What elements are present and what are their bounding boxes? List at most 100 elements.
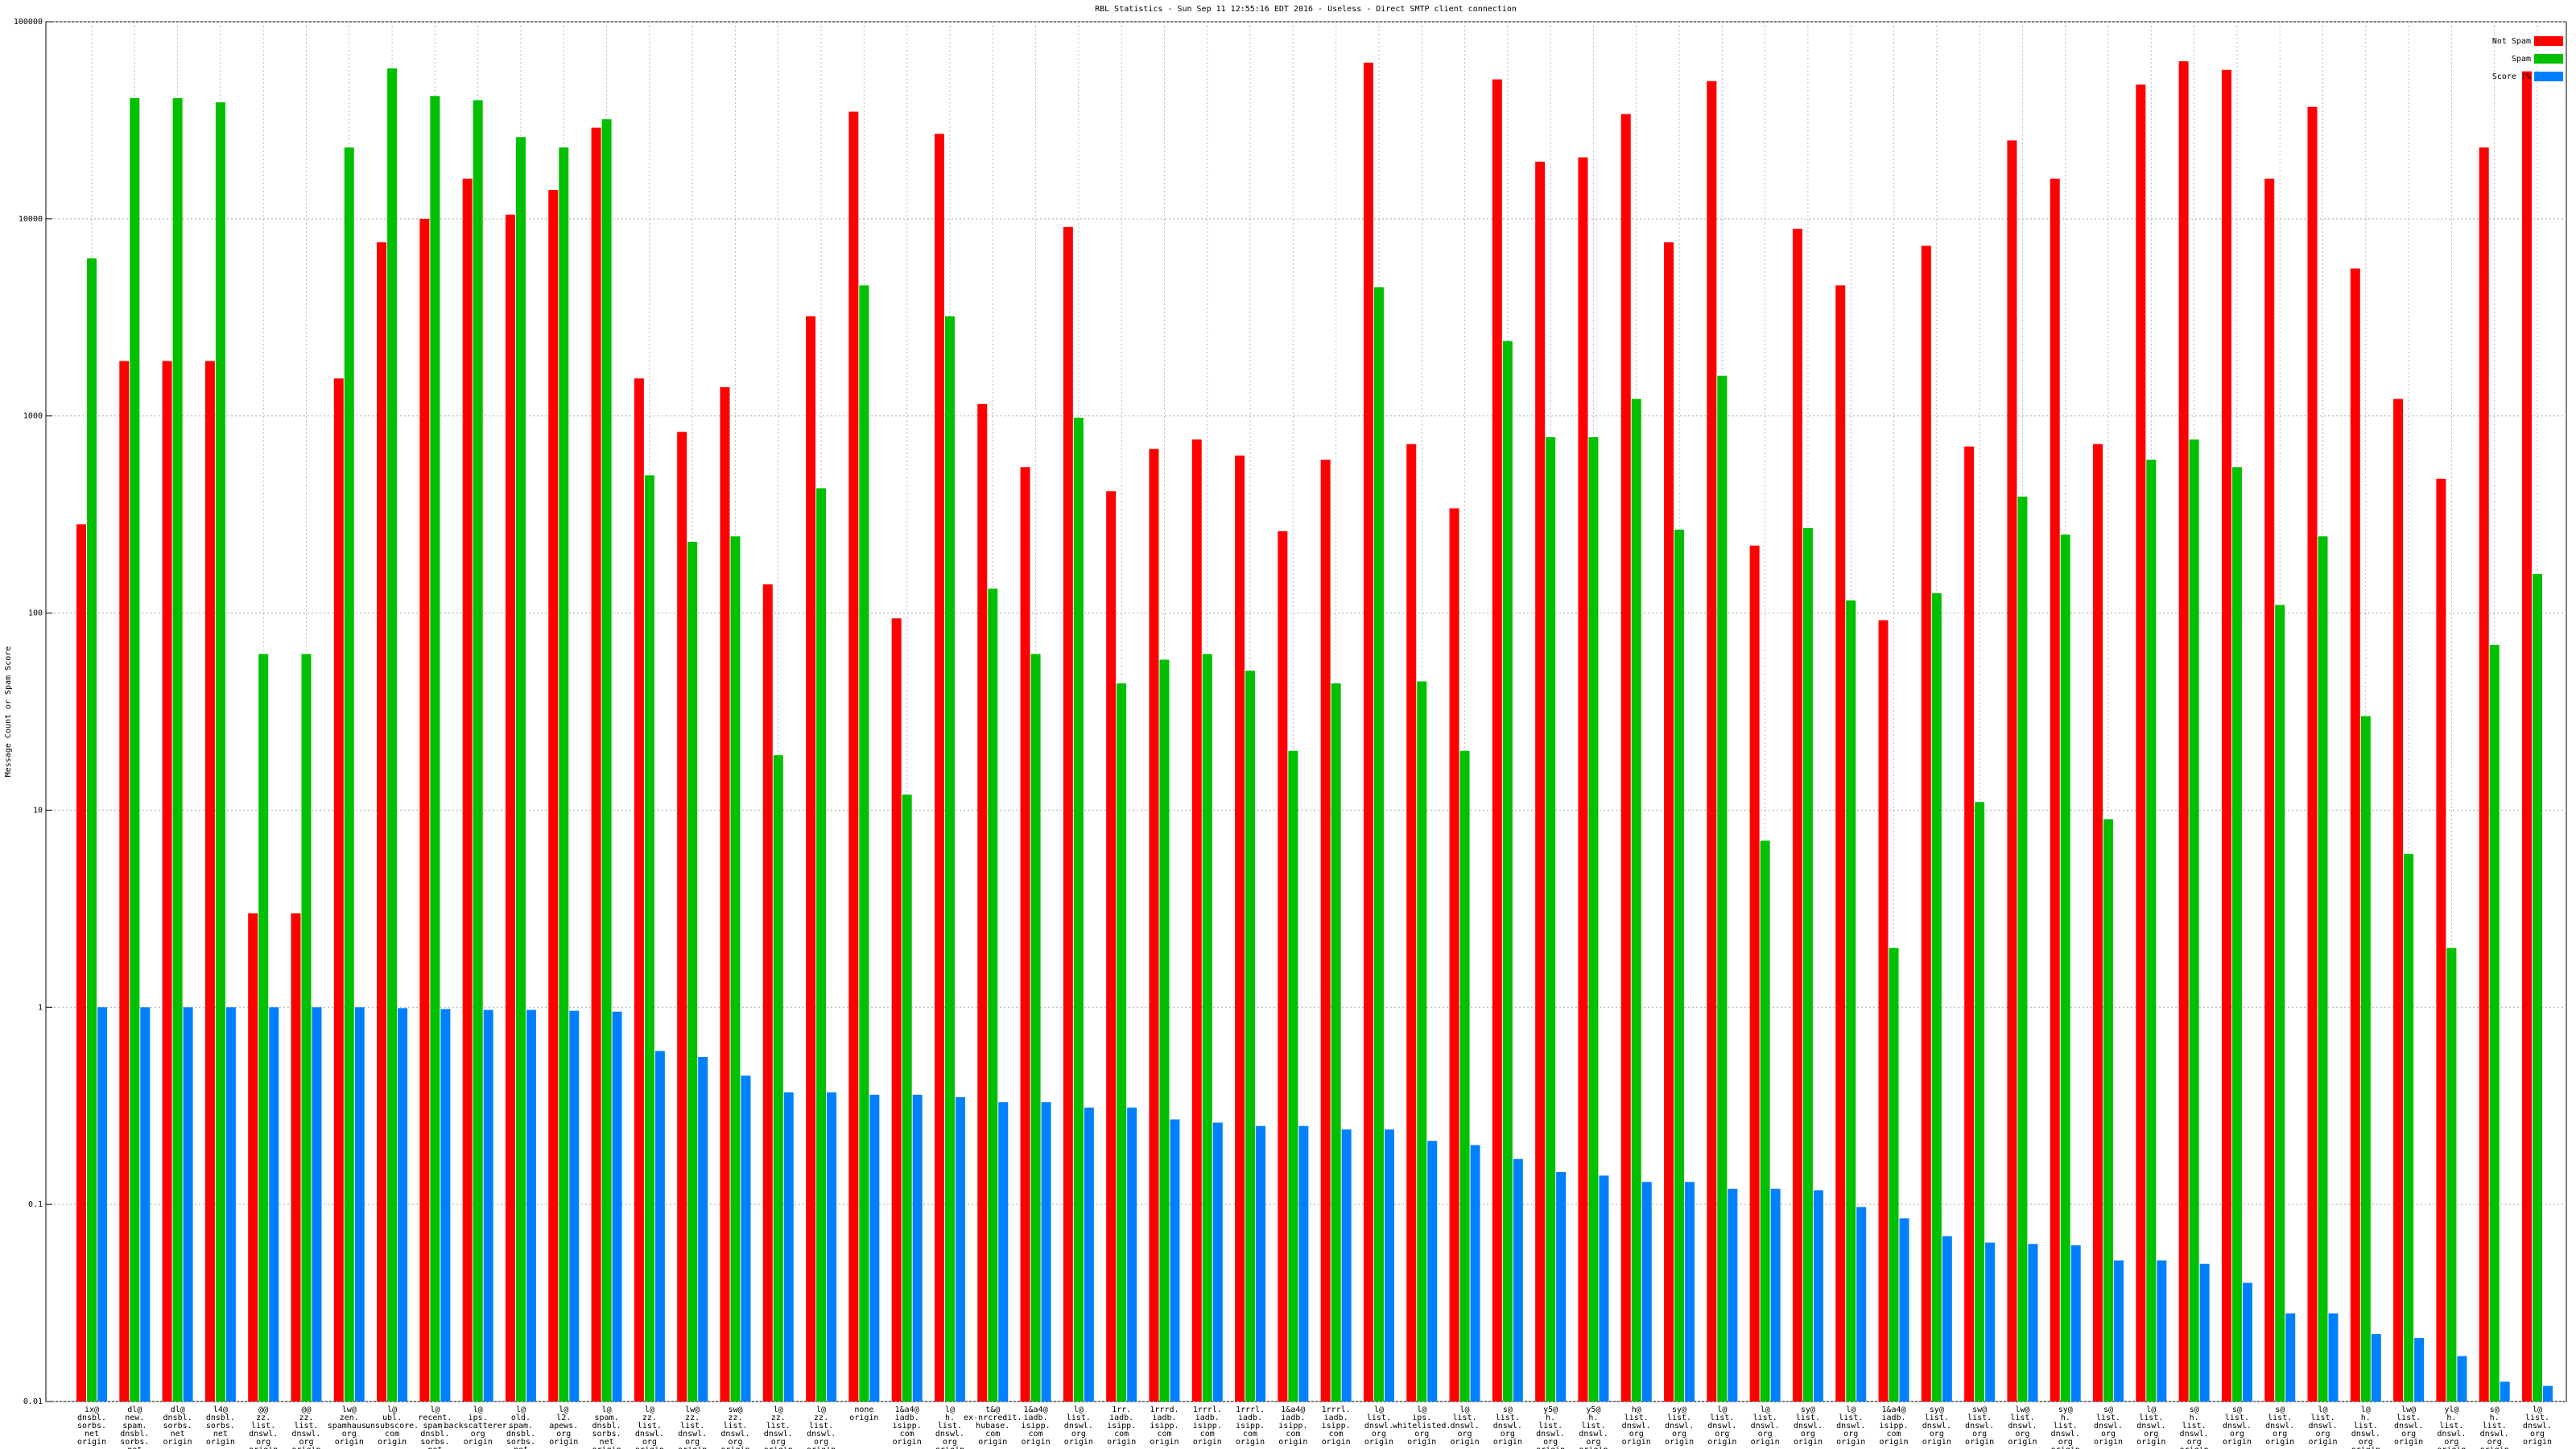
bar xyxy=(1846,600,1856,1402)
bar xyxy=(720,386,730,1402)
x-tick-label: 1rr. xyxy=(1112,1406,1131,1414)
x-tick-label: origin xyxy=(2008,1438,2037,1447)
x-tick-label: org xyxy=(1372,1430,1386,1439)
bar xyxy=(1030,654,1041,1402)
x-tick-label: lw@ xyxy=(2401,1406,2416,1414)
bar xyxy=(783,1092,794,1402)
x-tick-label: dnswl. xyxy=(249,1430,278,1439)
x-tick-label: sy@ xyxy=(1801,1406,1815,1414)
x-tick-label: sy@ xyxy=(2058,1406,2073,1414)
x-tick-label: org xyxy=(1414,1430,1429,1439)
x-tick-label: l@ xyxy=(2361,1406,2371,1414)
bar xyxy=(172,97,183,1402)
bar xyxy=(827,1092,837,1402)
bar xyxy=(1256,1125,1266,1402)
x-tick-label: org xyxy=(2101,1430,2116,1439)
x-tick-label: s@ xyxy=(2190,1406,2199,1414)
x-tick-label: origin xyxy=(2094,1438,2123,1447)
x-tick-label: com xyxy=(1286,1430,1300,1439)
x-tick-label: dnsbl. xyxy=(120,1430,149,1439)
bar xyxy=(1556,1171,1567,1402)
x-tick-label: dnswl. xyxy=(1965,1422,1994,1430)
bar xyxy=(869,1094,880,1402)
x-tick-label: isipp. xyxy=(1322,1422,1351,1430)
x-tick-label: dnsbl. xyxy=(206,1414,235,1422)
bar xyxy=(526,1009,536,1402)
bar xyxy=(419,218,430,1402)
bar xyxy=(2231,467,2242,1402)
bar xyxy=(1063,226,1073,1402)
x-tick-label: dnsbl. xyxy=(163,1414,192,1422)
bar xyxy=(730,536,741,1402)
bar xyxy=(1975,802,1985,1402)
x-tick-label: org xyxy=(1501,1430,1515,1439)
x-tick-label: list. xyxy=(1796,1414,1820,1422)
x-tick-label: list. xyxy=(1839,1414,1863,1422)
bar xyxy=(1664,242,1674,1402)
bar xyxy=(2522,71,2532,1402)
x-tick-label: lw@ xyxy=(342,1406,357,1414)
bar xyxy=(1813,1190,1823,1402)
bar xyxy=(2328,1313,2339,1402)
bar xyxy=(1298,1125,1309,1402)
x-tick-label: org xyxy=(256,1438,270,1447)
x-tick-label: list. xyxy=(2054,1422,2078,1430)
x-tick-label: sw@ xyxy=(728,1406,742,1414)
x-tick-label: origin xyxy=(2136,1438,2165,1447)
x-tick-label: h. xyxy=(2446,1414,2456,1422)
bar xyxy=(2479,147,2489,1402)
x-tick-label: origin xyxy=(2180,1446,2209,1449)
x-tick-label: list. xyxy=(2182,1422,2207,1430)
legend-swatch xyxy=(2534,72,2563,81)
x-tick-label: origin xyxy=(291,1446,320,1449)
bar xyxy=(258,654,269,1402)
x-tick-label: origin xyxy=(1278,1438,1307,1447)
x-tick-label: list. xyxy=(1753,1414,1777,1422)
x-tick-label: origin xyxy=(807,1446,836,1449)
x-tick-label: zen. xyxy=(340,1414,359,1422)
bar xyxy=(1117,683,1127,1402)
x-tick-label: isipp. xyxy=(1107,1422,1136,1430)
x-tick-label: list. xyxy=(1367,1414,1391,1422)
bar xyxy=(654,1051,665,1402)
bar xyxy=(1127,1107,1137,1402)
x-tick-label: origin xyxy=(893,1438,922,1447)
bar xyxy=(1084,1107,1094,1402)
x-tick-label: list. xyxy=(1496,1414,1520,1422)
x-tick-label: iadb. xyxy=(1281,1414,1305,1422)
bar xyxy=(2285,1313,2296,1402)
x-tick-label: h. xyxy=(2490,1414,2500,1422)
bar xyxy=(1320,460,1331,1402)
x-tick-label: sw@ xyxy=(1972,1406,1987,1414)
x-tick-label: net xyxy=(213,1430,228,1439)
bar xyxy=(1502,341,1513,1402)
x-tick-label: l@ xyxy=(473,1406,483,1414)
bar xyxy=(2360,716,2371,1402)
bar xyxy=(2028,1244,2038,1402)
bar xyxy=(806,316,816,1402)
x-tick-label: dnswl. xyxy=(935,1430,964,1439)
x-tick-label: iadb. xyxy=(1238,1414,1262,1422)
bar xyxy=(1449,508,1459,1402)
bar xyxy=(344,147,354,1402)
bar xyxy=(698,1056,708,1402)
x-tick-label: recent. xyxy=(418,1414,452,1422)
x-tick-label: spamhaus. xyxy=(328,1422,371,1430)
x-tick-label: origin xyxy=(849,1414,878,1422)
x-tick-label: h. xyxy=(945,1414,955,1422)
x-tick-label: dnswl. xyxy=(2136,1422,2165,1430)
x-tick-label: s@ xyxy=(1503,1406,1513,1414)
x-tick-label: list. xyxy=(294,1422,318,1430)
x-tick-label: origin xyxy=(764,1446,793,1449)
x-tick-label: s@ xyxy=(2232,1406,2242,1414)
x-tick-label: dnsbl. xyxy=(420,1430,449,1439)
bar xyxy=(1492,79,1502,1402)
legend-label: Not Spam xyxy=(2492,37,2531,46)
x-tick-label: org xyxy=(2230,1430,2244,1439)
bar xyxy=(505,214,515,1402)
x-tick-label: list. xyxy=(1667,1414,1691,1422)
bar xyxy=(87,258,97,1402)
x-tick-label: origin xyxy=(1493,1438,1522,1447)
x-tick-label: com xyxy=(1200,1430,1215,1439)
x-tick-label: l@ xyxy=(1460,1406,1470,1414)
